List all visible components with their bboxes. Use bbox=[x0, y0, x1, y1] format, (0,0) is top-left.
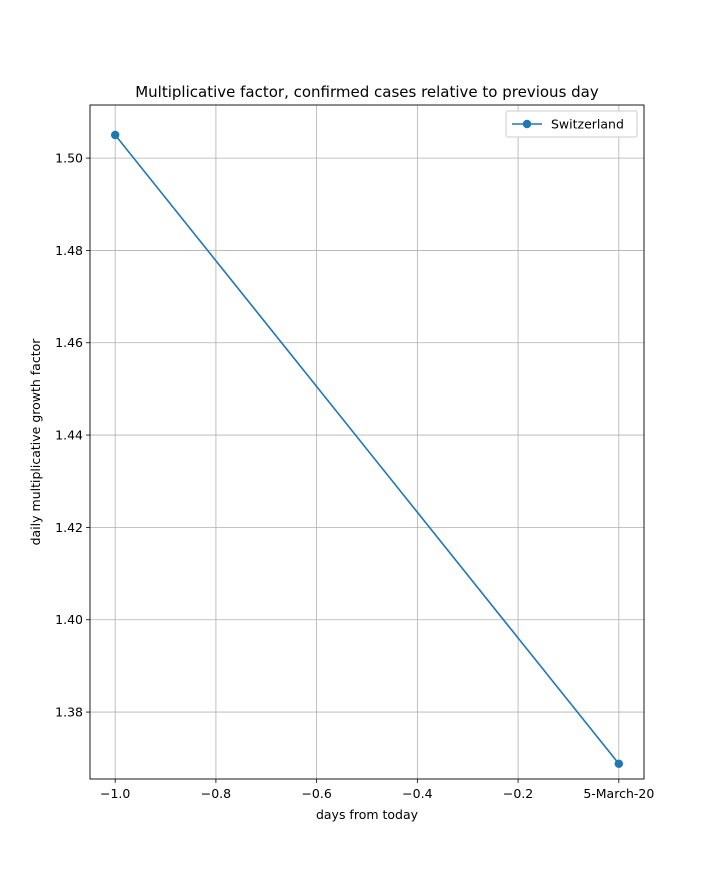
x-tick-label: −1.0 bbox=[100, 786, 130, 801]
x-tick-label: −0.6 bbox=[301, 786, 331, 801]
chart-title: Multiplicative factor, confirmed cases r… bbox=[135, 83, 599, 101]
y-tick-label: 1.42 bbox=[55, 520, 83, 535]
y-tick-label: 1.48 bbox=[55, 243, 83, 258]
legend: Switzerland bbox=[505, 110, 638, 138]
x-axis-label: days from today bbox=[316, 807, 419, 822]
y-axis-label: daily multiplicative growth factor bbox=[28, 338, 43, 546]
y-tick-label: 1.38 bbox=[55, 705, 83, 720]
x-tick-label: 5-March-20 bbox=[583, 786, 654, 801]
y-tick-label: 1.44 bbox=[55, 428, 83, 443]
plot-frame bbox=[89, 104, 645, 780]
series-line bbox=[114, 134, 620, 765]
x-tick-label: −0.2 bbox=[503, 786, 533, 801]
y-axis: 1.38 1.40 1.42 1.44 1.46 1.48 1.50 bbox=[55, 151, 90, 720]
legend-frame bbox=[505, 110, 638, 138]
y-tick-label: 1.40 bbox=[55, 612, 83, 627]
x-tick-label: −0.8 bbox=[201, 786, 231, 801]
legend-label: Switzerland bbox=[551, 117, 624, 132]
y-tick-label: 1.46 bbox=[55, 335, 83, 350]
x-tick-label: −0.4 bbox=[402, 786, 432, 801]
grid bbox=[90, 105, 644, 779]
data-point bbox=[614, 759, 624, 768]
y-tick-label: 1.50 bbox=[55, 151, 83, 166]
series-layer bbox=[110, 130, 624, 768]
x-axis: −1.0 −0.8 −0.6 −0.4 −0.2 5-March-20 bbox=[100, 779, 654, 801]
legend-marker bbox=[522, 119, 532, 129]
data-point bbox=[110, 130, 120, 140]
